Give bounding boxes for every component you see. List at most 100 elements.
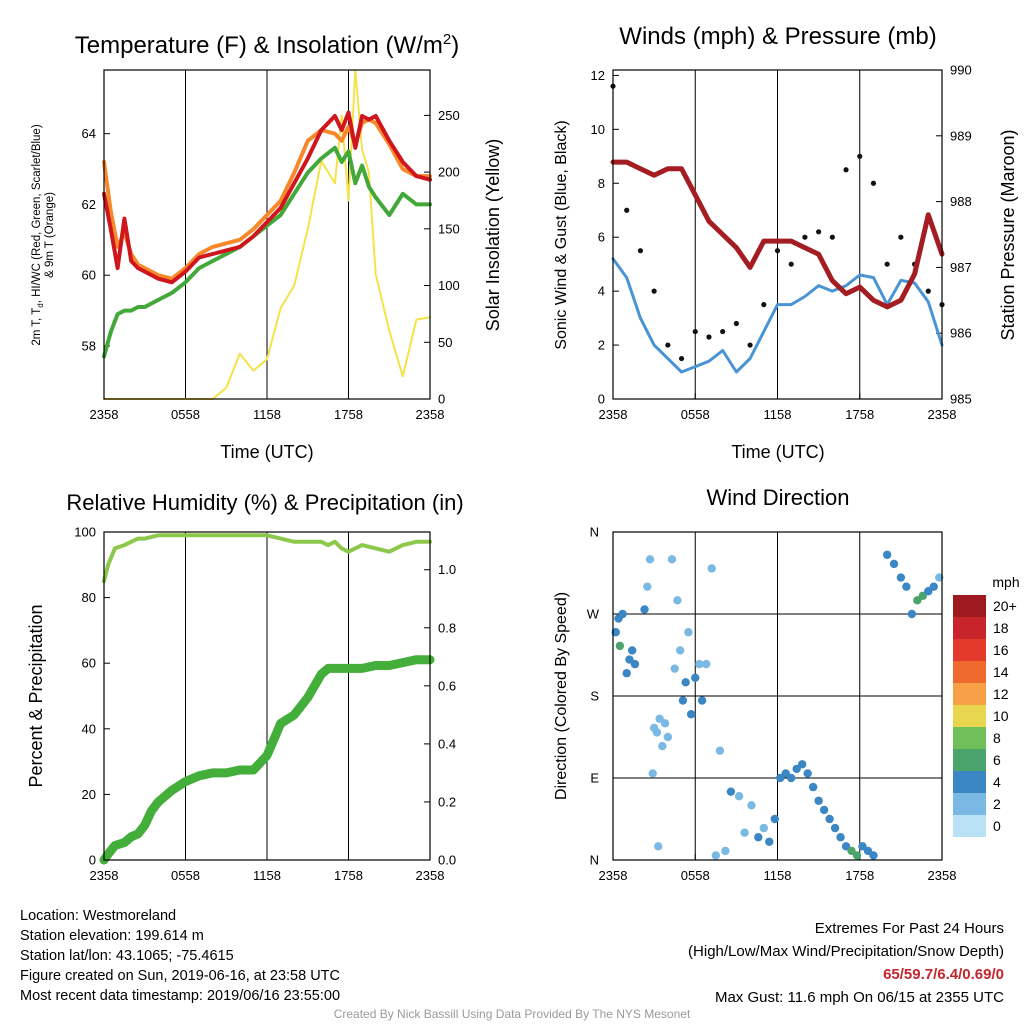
gust-point <box>816 229 822 235</box>
extremes-values: 65/59.7/6.4/0.69/0 <box>883 966 1004 983</box>
wind-direction-point <box>787 773 796 783</box>
gust-point <box>843 167 849 173</box>
gust-point <box>925 288 931 294</box>
gust-point <box>857 153 863 159</box>
y-label-line-2: & 9m T (Orange) <box>44 192 56 278</box>
speed-legend-label: 14 <box>993 664 1009 680</box>
speed-legend-label: 0 <box>993 818 1001 834</box>
wind-direction-point <box>759 823 768 833</box>
x-tick-label: 0558 <box>681 868 710 883</box>
wind-direction-point <box>660 719 670 728</box>
wind-direction-point <box>622 669 631 678</box>
y-tick-label: 6 <box>598 230 605 245</box>
speed-legend-swatch <box>953 595 986 617</box>
wind-direction-point <box>765 837 774 846</box>
wind-direction-point <box>770 814 779 824</box>
y-tick-label: 4 <box>598 284 605 299</box>
y-tick-label: 2 <box>598 338 605 353</box>
speed-legend-label: 8 <box>993 730 1001 746</box>
y2-tick-label: 990 <box>950 63 972 78</box>
panel-3-title: Relative Humidity (%) & Precipitation (i… <box>66 490 463 515</box>
title-superscript: 2 <box>443 31 451 48</box>
x-tick-label: 2358 <box>90 407 119 422</box>
wind-direction-point <box>803 769 812 778</box>
y-tick-label: 10 <box>591 122 605 137</box>
wind-direction-point <box>667 555 677 564</box>
y2-tick-label: 150 <box>438 221 460 236</box>
gust-point <box>665 342 671 348</box>
panel-4-border <box>612 531 943 861</box>
wind-direction-point <box>819 805 829 815</box>
gust-point <box>747 342 753 348</box>
y2-tick-label: 0.0 <box>438 853 456 868</box>
series-line-2m-t <box>102 110 432 285</box>
wind-direction-point <box>889 559 899 569</box>
panel-3: 2358 0558 1158 1758 2358 <box>90 532 445 883</box>
gust-point <box>637 248 644 254</box>
wind-direction-point <box>734 792 744 801</box>
x-tick-label: 1158 <box>253 407 281 422</box>
y2-tick-label: 0.8 <box>438 620 456 635</box>
wind-direction-point <box>684 628 693 637</box>
y2-tick-label: 0.2 <box>438 794 456 809</box>
gust-point <box>774 248 781 254</box>
wind-direction-point <box>670 664 679 673</box>
wind-direction-point <box>618 609 627 619</box>
gust-point <box>692 328 698 335</box>
gust-point <box>884 261 890 267</box>
x-tick-label: 1158 <box>764 868 792 883</box>
max-gust-text: Max Gust: 11.6 mph On 06/15 at 2355 UTC <box>714 989 1004 1006</box>
wind-direction-point <box>630 659 640 669</box>
y-tick-label: 60 <box>82 268 96 283</box>
panel-1-title: Temperature (F) & Insolation (W/m2) <box>75 31 459 59</box>
speed-legend-swatch <box>953 639 986 661</box>
x-tick-label: 1758 <box>845 868 874 883</box>
wind-direction-point <box>643 582 652 591</box>
series-line-dewpoint <box>102 145 432 359</box>
gust-point <box>788 261 794 267</box>
y2-tick-label: 0 <box>438 392 445 407</box>
y-tick-label: 40 <box>82 721 96 736</box>
x-tick-label: 2358 <box>416 407 445 422</box>
y-tick-label: 20 <box>82 787 96 802</box>
wind-direction-point <box>654 842 663 851</box>
wind-direction-point <box>691 673 700 682</box>
wind-direction-point <box>663 732 673 742</box>
speed-legend-label: 16 <box>993 642 1009 658</box>
extremes-title: Extremes For Past 24 Hours <box>814 920 1004 937</box>
speed-legend-swatch <box>953 727 986 749</box>
gust-point <box>651 288 657 294</box>
wind-direction-point <box>652 728 662 737</box>
y2-tick-label: 250 <box>438 108 460 123</box>
wind-direction-point <box>721 846 730 856</box>
x-tick-label: 2358 <box>599 868 628 883</box>
x-tick-label: 2358 <box>928 407 957 422</box>
wind-direction-point <box>902 582 911 591</box>
panel-2-y-axis-label: Sonic Wind & Gust (Blue, Black) <box>553 120 570 349</box>
series-line-precipitation <box>99 655 435 865</box>
gust-point <box>706 334 712 340</box>
y-tick-label: 0 <box>89 853 96 868</box>
y-tick-label: 0 <box>598 392 605 407</box>
wind-direction-point <box>627 646 637 655</box>
wind-direction-point <box>675 646 685 655</box>
wind-direction-point <box>615 641 625 651</box>
y2-tick-label: 989 <box>950 128 972 143</box>
series-line-relative-humidity <box>102 533 432 584</box>
y2-tick-label: 1.0 <box>438 562 456 577</box>
wind-direction-point <box>640 605 649 614</box>
speed-legend-swatch <box>953 771 986 793</box>
gust-point <box>761 302 767 308</box>
wind-direction-point <box>707 564 716 573</box>
gust-point <box>802 234 808 240</box>
x-tick-label: 1158 <box>764 407 792 422</box>
x-tick-label: 2358 <box>90 868 119 883</box>
x-tick-label: 2358 <box>599 407 628 422</box>
y2-tick-label: 985 <box>950 392 972 407</box>
y-tick-label: 62 <box>82 197 96 212</box>
wind-direction-point <box>747 801 756 810</box>
x-tick-label: 2358 <box>416 868 445 883</box>
station-info: Location: Westmoreland Station elevation… <box>20 906 340 1006</box>
title-close-paren: ) <box>451 32 459 59</box>
wind-direction-point <box>715 746 725 755</box>
